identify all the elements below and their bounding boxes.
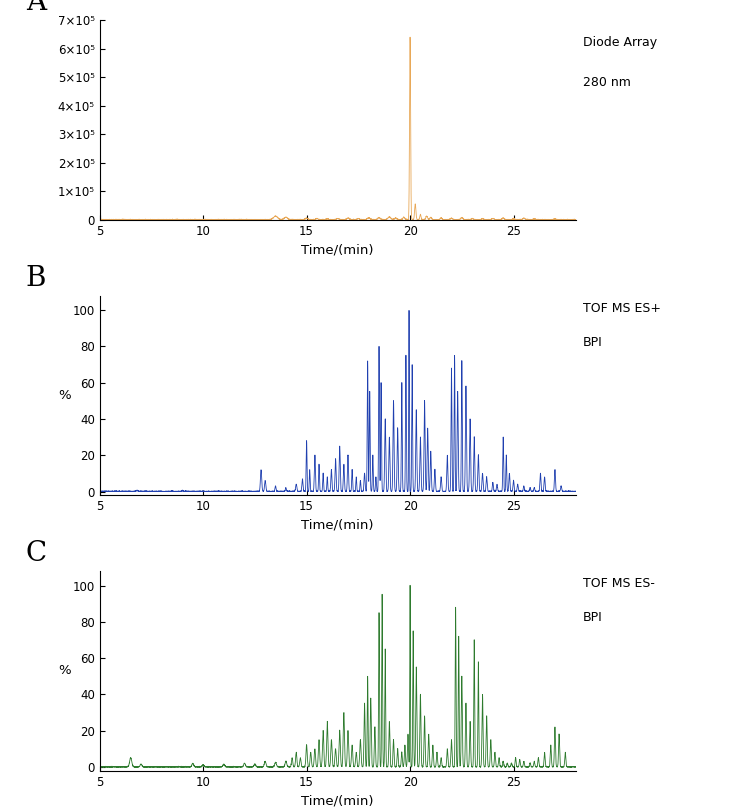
Text: C: C (26, 540, 47, 567)
Text: BPI: BPI (582, 336, 602, 349)
Text: TOF MS ES-: TOF MS ES- (582, 577, 655, 590)
Y-axis label: %: % (58, 664, 71, 677)
Text: 280 nm: 280 nm (582, 76, 630, 89)
Y-axis label: %: % (58, 389, 71, 402)
X-axis label: Time/(min): Time/(min) (301, 519, 374, 532)
X-axis label: Time/(min): Time/(min) (301, 794, 374, 807)
Text: TOF MS ES+: TOF MS ES+ (582, 302, 661, 315)
Text: B: B (26, 265, 46, 291)
X-axis label: Time/(min): Time/(min) (301, 243, 374, 256)
Text: Diode Array: Diode Array (582, 36, 657, 49)
Text: BPI: BPI (582, 611, 602, 624)
Text: A: A (26, 0, 46, 16)
